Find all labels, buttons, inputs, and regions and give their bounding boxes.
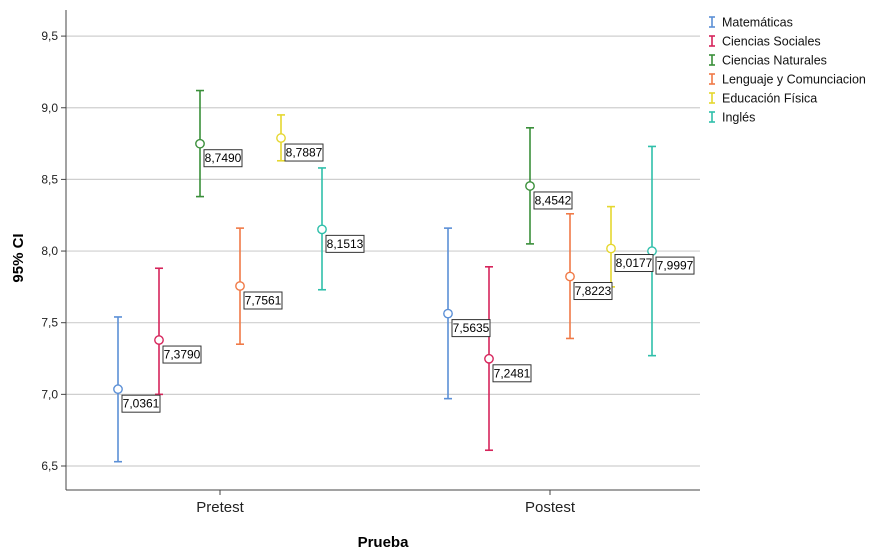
- data-label: 8,7887: [284, 143, 324, 162]
- data-label-box: [284, 143, 324, 162]
- data-label-box: [121, 394, 161, 413]
- mean-point: [565, 271, 575, 282]
- error-bar: [195, 89, 205, 198]
- legend-label: Matemáticas: [722, 16, 793, 30]
- data-label: 7,0361: [121, 394, 161, 413]
- data-label: 7,2481: [492, 364, 532, 383]
- mean-point: [525, 181, 535, 191]
- y-tick-label: 6,5: [41, 459, 58, 473]
- data-label-box: [573, 282, 613, 301]
- data-labels: 7,0361 7,5635 7,3790 7,2481 8,7490 8,4542 7,75…: [121, 143, 695, 413]
- data-label-box: [451, 319, 491, 338]
- legend: Matemáticas Ciencias Sociales Ciencias Nat…: [709, 16, 866, 125]
- legend-label: Educación Física: [722, 92, 817, 106]
- x-axis-title: Prueba: [358, 534, 410, 550]
- data-label-box: [203, 149, 243, 168]
- mean-point: [484, 353, 494, 364]
- data-label-box: [492, 364, 532, 383]
- data-label: 8,1513: [325, 234, 365, 253]
- mean-point: [443, 308, 453, 319]
- data-label-box: [533, 191, 573, 210]
- error-bars: [113, 89, 657, 463]
- data-label-box: [655, 256, 695, 275]
- legend-item: Ciencias Sociales: [709, 35, 821, 49]
- mean-point: [154, 335, 164, 345]
- data-label-text: 7,0361: [123, 397, 160, 411]
- legend-label: Ciencias Naturales: [722, 54, 827, 68]
- data-label-text: 8,7490: [205, 151, 242, 165]
- data-label: 7,3790: [162, 345, 202, 364]
- error-bar: [565, 212, 575, 340]
- legend-label: Lenguaje y Comunciacion: [722, 73, 866, 87]
- data-label-text: 7,8223: [575, 284, 612, 298]
- error-bar: [317, 167, 327, 291]
- y-axis-title: 95% CI: [10, 233, 27, 282]
- data-label: 8,7490: [203, 149, 243, 168]
- y-tick-label: 8,0: [41, 244, 58, 258]
- data-label: 8,4542: [533, 191, 573, 210]
- mean-point: [195, 138, 205, 149]
- data-label: 7,8223: [573, 282, 613, 301]
- data-label-text: 7,9997: [657, 259, 694, 273]
- mean-point: [317, 224, 327, 235]
- x-axis: Pretest Postest: [66, 489, 700, 516]
- data-label-box: [325, 234, 365, 253]
- error-bar: [443, 227, 453, 400]
- legend-item: Inglés: [709, 111, 755, 125]
- data-label: 7,9997: [655, 256, 695, 275]
- error-bar: [647, 145, 657, 357]
- legend-item: Educación Física: [709, 92, 817, 106]
- data-label-text: 8,0177: [616, 256, 653, 270]
- x-tick-label: Postest: [525, 499, 576, 516]
- mean-point: [276, 133, 286, 143]
- data-label-box: [614, 254, 654, 273]
- error-bar: [525, 127, 535, 245]
- y-tick-label: 7,5: [41, 316, 58, 330]
- legend-label: Ciencias Sociales: [722, 35, 821, 49]
- data-label: 7,7561: [243, 291, 283, 310]
- legend-item: Lenguaje y Comunciacion: [709, 73, 866, 87]
- y-tick-label: 9,0: [41, 101, 58, 115]
- gridlines: [66, 35, 700, 467]
- data-label: 7,5635: [451, 319, 491, 338]
- y-tick-label: 7,0: [41, 387, 58, 401]
- data-label: 8,0177: [614, 254, 654, 273]
- error-bar: [154, 267, 164, 396]
- error-bar: [235, 227, 245, 345]
- data-label-text: 8,4542: [535, 193, 572, 207]
- data-label-text: 7,5635: [453, 321, 490, 335]
- error-bar: [606, 205, 616, 288]
- legend-item: Matemáticas: [709, 16, 793, 30]
- y-tick-label: 9,5: [41, 29, 58, 43]
- mean-point: [113, 384, 123, 395]
- mean-point: [606, 243, 616, 254]
- data-label-text: 7,2481: [494, 366, 531, 380]
- error-bar: [113, 316, 123, 463]
- data-label-text: 8,1513: [327, 237, 364, 251]
- error-bar: [276, 114, 286, 162]
- mean-point: [235, 281, 245, 291]
- legend-item: Ciencias Naturales: [709, 54, 827, 68]
- x-tick-label: Pretest: [196, 499, 244, 516]
- error-bar: [484, 266, 494, 452]
- y-axis: 6,5 7,0 7,5 8,0 8,5 9,0 9,5: [41, 10, 67, 490]
- data-label-text: 7,7561: [245, 294, 282, 308]
- data-label-text: 8,7887: [286, 146, 323, 160]
- data-label-box: [243, 291, 283, 310]
- legend-label: Inglés: [722, 111, 755, 125]
- data-label-text: 7,3790: [164, 348, 201, 362]
- y-tick-label: 8,5: [41, 172, 58, 186]
- data-label-box: [162, 345, 202, 364]
